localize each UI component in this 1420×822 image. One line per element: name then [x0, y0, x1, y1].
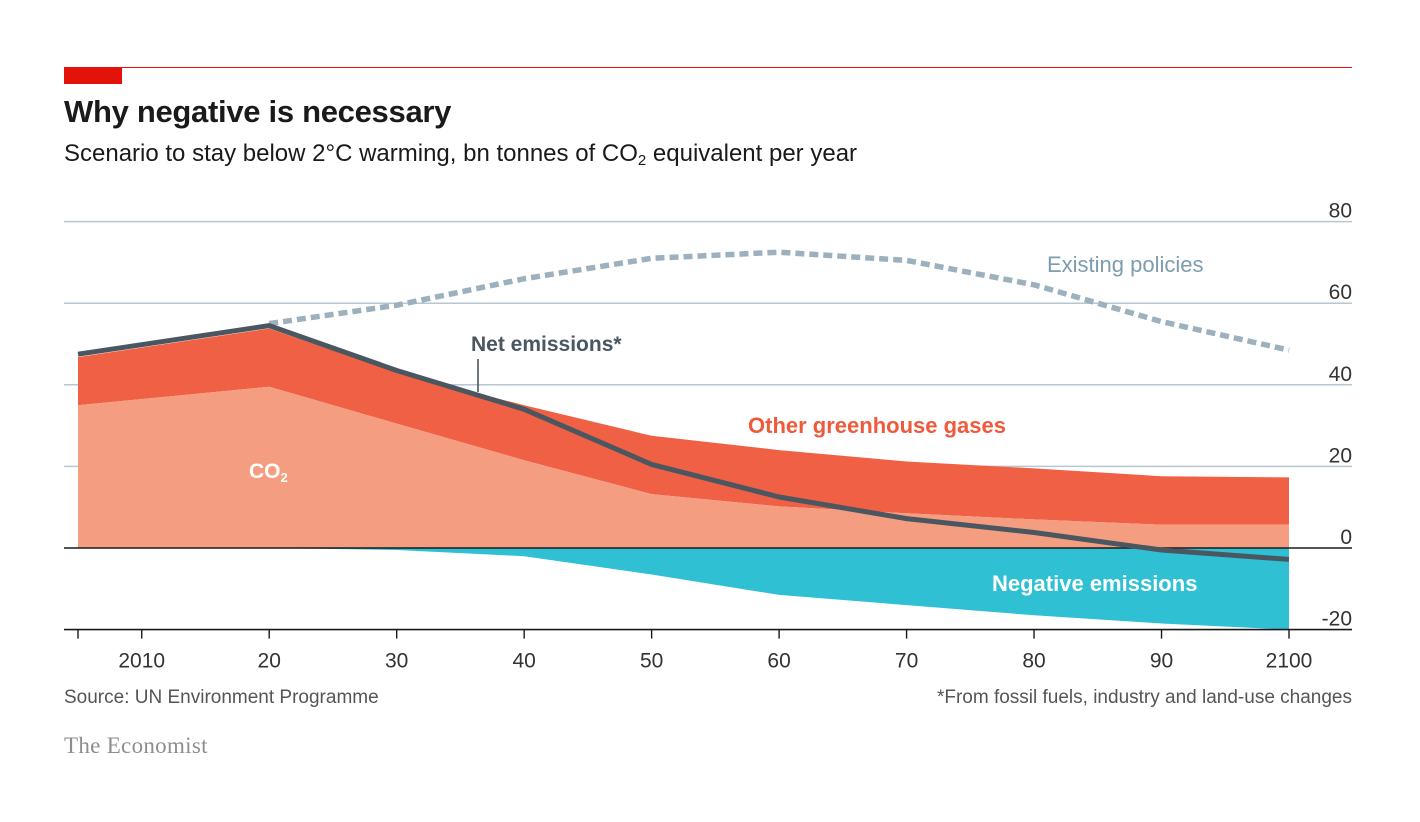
other-ghg-area — [78, 328, 1289, 525]
x-tick-label: 40 — [512, 650, 535, 673]
net-emissions-label: Net emissions* — [471, 333, 622, 356]
areas — [78, 328, 1289, 630]
y-tick-label: 0 — [1340, 526, 1352, 549]
series-labels: CO2 Other greenhouse gases Negative emissi… — [249, 252, 1204, 596]
y-tick-label: 80 — [1329, 200, 1352, 223]
series-lines — [64, 249, 1352, 562]
subtitle-text-end: equivalent per year — [646, 140, 858, 167]
x-tick-label: 60 — [767, 650, 790, 673]
x-tick-label: 70 — [895, 650, 918, 673]
y-tick-label: 20 — [1329, 444, 1352, 467]
x-tick-label: 20 — [258, 650, 281, 673]
y-tick-label: -20 — [1322, 608, 1352, 631]
top-red-rule — [64, 67, 1352, 68]
x-axis: 2010 20 30 40 50 60 70 80 90 2100 — [64, 628, 1352, 673]
negative-emissions-label: Negative emissions — [992, 571, 1197, 596]
source-note: Source: UN Environment Programme — [64, 687, 379, 708]
chart-title: Why negative is necessary — [64, 94, 452, 129]
chart-subtitle: Scenario to stay below 2°C warming, bn t… — [64, 140, 857, 168]
co2-label-text: CO — [249, 460, 281, 483]
x-tick-label: 2100 — [1266, 650, 1313, 673]
y-tick-label: 60 — [1329, 281, 1352, 304]
subtitle-subscript: 2 — [637, 152, 647, 169]
x-tick-label: 80 — [1022, 650, 1045, 673]
co2-label-subscript: 2 — [281, 470, 288, 485]
existing-policies-line — [268, 249, 1290, 353]
co2-area — [78, 386, 1289, 548]
existing-policies-label: Existing policies — [1047, 252, 1204, 277]
x-tick-label: 50 — [640, 650, 663, 673]
co2-label: CO2 — [249, 460, 288, 485]
other-ghg-label: Other greenhouse gases — [748, 413, 1006, 438]
net-emissions-line — [77, 323, 1290, 562]
negative-emissions-area — [78, 548, 1289, 630]
y-tick-label: 40 — [1329, 363, 1352, 386]
x-tick-label: 2010 — [118, 650, 165, 673]
subtitle-text: Scenario to stay below 2°C warming, bn t… — [64, 140, 638, 167]
x-tick-label: 30 — [385, 650, 408, 673]
footnote: *From fossil fuels, industry and land-us… — [936, 687, 1352, 708]
red-tag — [64, 67, 122, 84]
x-tick-label: 90 — [1150, 650, 1173, 673]
y-tick-labels: 80 60 40 20 0 -20 — [1322, 200, 1352, 631]
brand-wordmark: The Economist — [64, 733, 208, 758]
